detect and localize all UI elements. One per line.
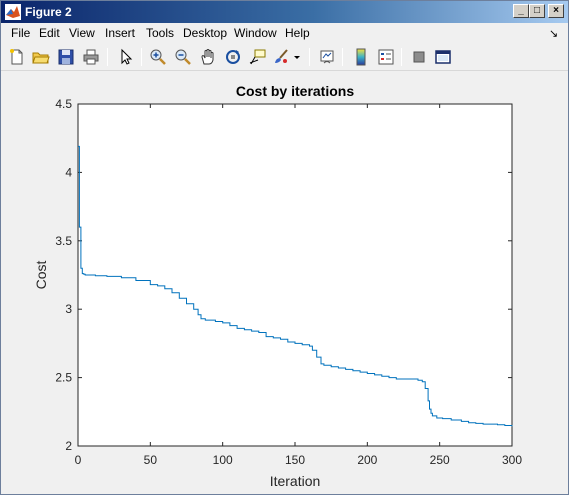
pointer-icon[interactable] <box>116 47 136 67</box>
rotate-3d-icon[interactable] <box>223 47 243 67</box>
menu-insert[interactable]: Insert <box>105 26 136 40</box>
menu-file[interactable]: File <box>11 26 31 40</box>
print-icon[interactable] <box>81 47 101 67</box>
x-tick-label: 300 <box>502 453 522 467</box>
data-cursor-icon[interactable] <box>248 47 268 67</box>
link-plot-icon[interactable] <box>317 47 337 67</box>
menu-bar: File Edit View Insert Tools Desktop Wind… <box>1 23 568 43</box>
menu-tools[interactable]: Tools <box>146 26 175 40</box>
figure-canvas: 0 50 100 150 200 250 300 2 2.5 3 3.5 4 4.5 Cost by i… <box>2 72 568 494</box>
brush-dropdown-icon[interactable] <box>292 47 302 67</box>
axes-background <box>77 103 513 447</box>
toolbar-separator <box>141 48 142 66</box>
new-figure-icon[interactable] <box>7 47 27 67</box>
colorbar-icon[interactable] <box>351 47 371 67</box>
menu-edit[interactable]: Edit <box>39 26 60 40</box>
y-tick-label: 4 <box>65 165 72 179</box>
window-title: Figure 2 <box>25 5 72 19</box>
zoom-in-icon[interactable] <box>148 47 168 67</box>
maximize-button[interactable]: □ <box>529 4 545 18</box>
x-tick-label: 0 <box>75 453 82 467</box>
menu-window[interactable]: Window <box>234 26 277 40</box>
x-tick-label: 100 <box>213 453 233 467</box>
cost-series-line <box>78 145 513 427</box>
x-axis-label: Iteration <box>270 473 321 489</box>
cost-chart[interactable]: 0 50 100 150 200 250 300 2 2.5 3 3.5 4 4.5 Cost by i… <box>2 72 568 494</box>
dock-arrow-icon[interactable]: ↘ <box>549 28 559 40</box>
y-tick-label: 3.5 <box>55 234 72 248</box>
menu-desktop[interactable]: Desktop <box>183 26 228 40</box>
y-tick-label: 3 <box>65 302 72 316</box>
matlab-logo-icon <box>5 4 21 20</box>
show-plot-tools-icon[interactable] <box>433 47 453 67</box>
brush-icon[interactable] <box>271 47 291 67</box>
menu-help[interactable]: Help <box>285 26 310 40</box>
y-tick-label: 4.5 <box>55 97 72 111</box>
toolbar-separator <box>107 48 108 66</box>
zoom-out-icon[interactable] <box>173 47 193 67</box>
menu-view[interactable]: View <box>69 26 95 40</box>
toolbar-separator <box>401 48 402 66</box>
y-tick-label: 2 <box>65 439 72 453</box>
toolbar-separator <box>342 48 343 66</box>
x-tick-label: 200 <box>357 453 377 467</box>
close-button[interactable]: × <box>548 4 564 18</box>
chart-title: Cost by iterations <box>236 83 354 99</box>
title-bar[interactable]: Figure 2 _ □ × <box>1 1 568 23</box>
toolbar-separator <box>309 48 310 66</box>
x-tick-label: 50 <box>144 453 158 467</box>
legend-icon[interactable] <box>376 47 396 67</box>
x-tick-label: 150 <box>285 453 305 467</box>
open-file-icon[interactable] <box>31 47 51 67</box>
x-tick-label: 250 <box>430 453 450 467</box>
pan-hand-icon[interactable] <box>198 47 218 67</box>
hide-plot-tools-icon[interactable] <box>409 47 429 67</box>
minimize-button[interactable]: _ <box>513 4 529 18</box>
y-axis-label: Cost <box>33 261 49 290</box>
save-icon[interactable] <box>56 47 76 67</box>
figure-toolbar <box>1 43 568 71</box>
y-tick-label: 2.5 <box>55 371 72 385</box>
